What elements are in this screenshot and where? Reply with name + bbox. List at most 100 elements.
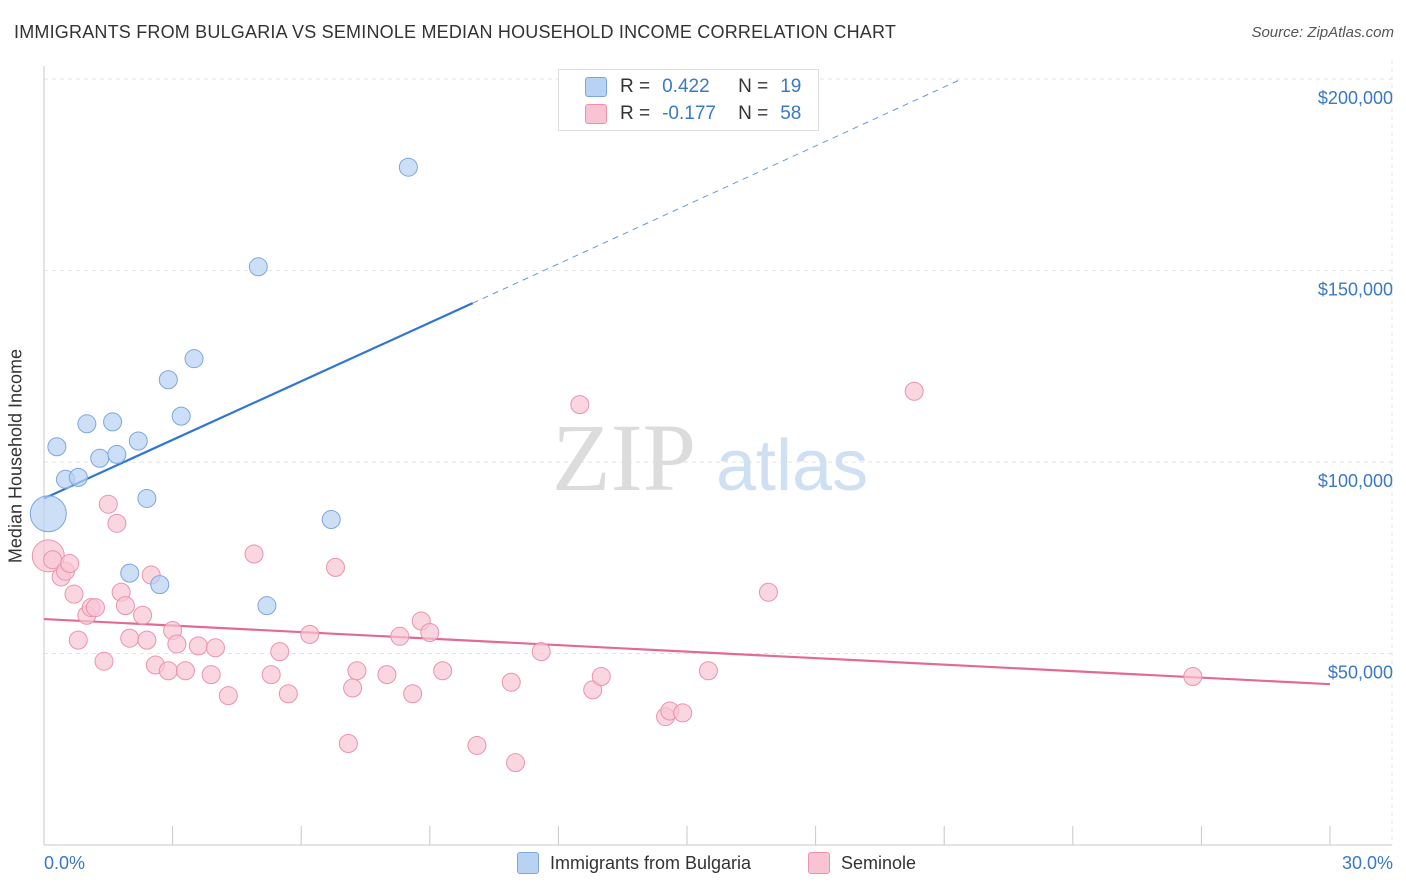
seminole-point (218, 686, 238, 706)
bulgaria-trend-line (43, 302, 474, 500)
x-tick-label: 30.0% (1342, 853, 1393, 873)
bulgaria-point (398, 157, 418, 177)
bottom-legend-bulgaria: Immigrants from Bulgaria (517, 852, 751, 874)
bulgaria-point (90, 448, 110, 468)
seminole-point (300, 624, 320, 644)
seminole-point (85, 598, 105, 618)
legend-r-value: -0.177 (662, 103, 716, 124)
seminole-point (175, 661, 195, 681)
seminole-point (377, 665, 397, 685)
bulgaria-point (47, 437, 67, 457)
y-tick-label: $200,000 (1318, 88, 1393, 108)
seminole-point (904, 381, 924, 401)
bulgaria-point (137, 488, 157, 508)
bulgaria-point (128, 431, 148, 451)
axes (43, 66, 1392, 846)
seminole-point (420, 622, 440, 642)
bulgaria-point (150, 575, 170, 595)
seminole-point (433, 661, 453, 681)
source-label: Source: ZipAtlas.com (1251, 24, 1394, 41)
seminole-point (570, 395, 590, 415)
trend-lines (43, 78, 1331, 686)
legend-swatch-seminole (585, 104, 607, 124)
seminole-point (591, 667, 611, 687)
bulgaria-point (68, 467, 88, 487)
seminole-point (133, 605, 153, 625)
seminole-point (244, 544, 264, 564)
bulgaria-point (158, 370, 178, 390)
y-tick-label: $150,000 (1318, 280, 1393, 300)
bottom-legend-seminole: Seminole (808, 852, 916, 874)
seminole-point (201, 665, 221, 685)
seminole-point (673, 703, 693, 723)
bulgaria-point (171, 406, 191, 426)
seminole-point (698, 661, 718, 681)
legend-r-label: R = (620, 76, 651, 97)
bulgaria-point (77, 414, 97, 434)
bottom-legend-label-bulgaria: Immigrants from Bulgaria (550, 852, 752, 873)
bulgaria-point (257, 596, 277, 616)
seminole-trend-line (43, 617, 1331, 686)
seminole-point (98, 494, 118, 514)
seminole-point (158, 661, 178, 681)
bottom-legend-label-seminole: Seminole (841, 852, 917, 873)
seminole-point (167, 634, 187, 654)
seminole-point (1183, 667, 1203, 687)
seminole-point (531, 642, 551, 662)
bottom-legend-swatch-bulgaria (517, 852, 539, 874)
seminole-point (137, 630, 157, 650)
legend-row-seminole: R = -0.177 N = 58 (585, 102, 801, 126)
legend-n-value: 58 (780, 103, 802, 124)
bulgaria-point (107, 444, 127, 464)
legend-n-value: 19 (780, 76, 802, 97)
y-tick-label: $50,000 (1328, 663, 1393, 683)
seminole-point (107, 513, 127, 533)
seminole-point (390, 626, 410, 646)
seminole-point (68, 630, 88, 650)
seminole-point (343, 678, 363, 698)
y-axis-label: Median Household Income (5, 348, 26, 564)
legend-n-label: N = (738, 76, 769, 97)
chart-title: IMMIGRANTS FROM BULGARIA VS SEMINOLE MED… (14, 22, 897, 42)
seminole-point (270, 642, 290, 662)
x-tick-label: 0.0% (44, 853, 85, 873)
legend-r-label: R = (620, 103, 651, 124)
legend-row-bulgaria: R = 0.422 N = 19 (585, 75, 801, 99)
seminole-point (115, 596, 135, 616)
seminole-point (467, 735, 487, 755)
legend-r-value: 0.422 (662, 76, 710, 97)
seminole-point (338, 734, 358, 754)
legend-swatch-bulgaria (585, 77, 607, 97)
data-points (29, 157, 1203, 773)
seminole-point (501, 672, 521, 692)
seminole-point (583, 680, 603, 700)
bottom-legend-swatch-seminole (808, 852, 830, 874)
seminole-point (758, 582, 778, 602)
y-tick-label: $100,000 (1318, 471, 1393, 491)
watermark: ZIP atlas (552, 404, 868, 511)
seminole-point (325, 557, 345, 577)
seminole-point (94, 651, 114, 671)
seminole-point (278, 684, 298, 704)
seminole-point (261, 665, 281, 685)
seminole-point (120, 628, 140, 648)
seminole-point (188, 636, 208, 656)
watermark-zip: ZIP (552, 404, 696, 511)
seminole-point (64, 584, 84, 604)
correlation-legend: R = 0.422 N = 19 R = -0.177 N = 58 (558, 69, 819, 131)
bulgaria-point (321, 510, 341, 530)
seminole-point (347, 661, 367, 681)
bulgaria-point (120, 563, 140, 583)
seminole-point (60, 554, 80, 574)
bulgaria-point (184, 349, 204, 369)
seminole-point (506, 753, 526, 773)
bulgaria-point (103, 412, 123, 432)
seminole-point (205, 638, 225, 658)
tick-labels: $50,000 $100,000 $150,000 $200,000 0.0% 30.0% (44, 88, 1393, 873)
watermark-atlas: atlas (716, 426, 868, 506)
bulgaria-point (29, 495, 67, 533)
seminole-point (403, 684, 423, 704)
bulgaria-trend-extension (472, 78, 962, 304)
legend-n-label: N = (738, 103, 769, 124)
